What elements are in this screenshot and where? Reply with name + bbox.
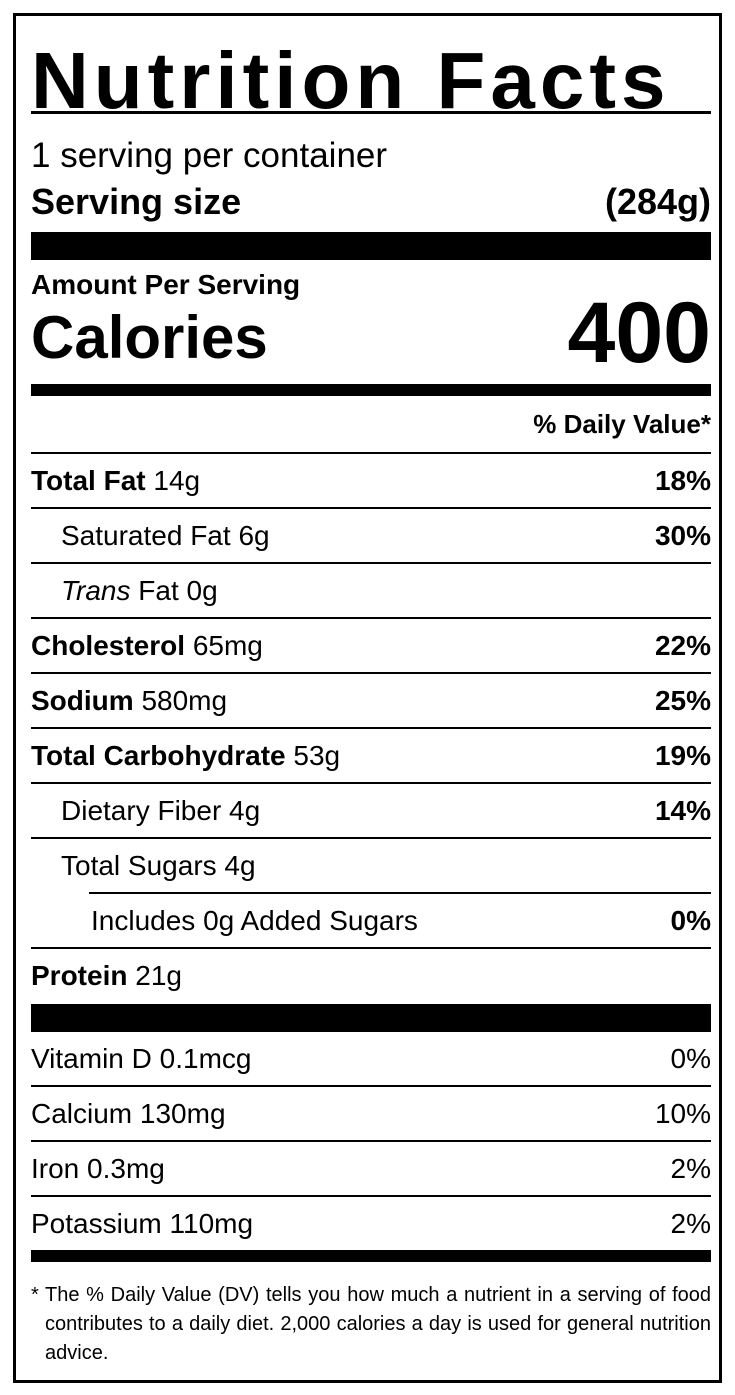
nutrient-name-suffix: Fat [138, 575, 179, 606]
nutrient-row-saturated-fat: Saturated Fat 6g 30% [31, 509, 711, 564]
daily-value-header: % Daily Value* [533, 409, 711, 439]
nutrient-name: Dietary Fiber [61, 795, 222, 826]
vitamin-name: Calcium 130mg [31, 1098, 226, 1129]
divider [31, 452, 711, 454]
nutrient-amount: 4g [229, 795, 261, 826]
nutrient-row-total-fat: Total Fat 14g 18% [31, 454, 711, 509]
nutrient-amount: 53g [293, 740, 341, 771]
vitamin-row: Potassium 110mg 2% [31, 1197, 711, 1250]
vitamin-row: Vitamin D 0.1mcg 0% [31, 1032, 711, 1087]
footnote: * The % Daily Value (DV) tells you how m… [31, 1281, 711, 1368]
nutrient-amount: 4g [224, 850, 256, 881]
nutrient-name: Trans [61, 575, 131, 606]
nutrient-dv: 14% [654, 795, 711, 826]
thick-divider [31, 1004, 711, 1032]
nutrient-amount: 0g [186, 575, 218, 606]
nutrient-row-protein: Protein 21g [31, 949, 711, 1002]
vitamin-dv: 2% [670, 1208, 711, 1239]
nutrient-name: Includes 0g Added Sugars [91, 905, 418, 936]
nutrient-amount: 65mg [192, 630, 263, 661]
vitamin-name: Iron 0.3mg [31, 1153, 165, 1184]
nutrient-name: Cholesterol [31, 630, 186, 661]
vitamin-name: Vitamin D 0.1mcg [31, 1043, 252, 1074]
nutrient-amount: 14g [153, 465, 201, 496]
vitamin-row: Calcium 130mg 10% [31, 1087, 711, 1142]
nutrient-dv: 22% [654, 630, 711, 661]
label-title: Nutrition Facts [31, 36, 671, 125]
thick-divider [31, 232, 711, 260]
amount-per-serving: Amount Per Serving [31, 269, 301, 300]
vitamin-dv: 10% [654, 1098, 711, 1129]
serving-size-value: (284g) [604, 181, 711, 222]
vitamin-dv: 0% [670, 1043, 711, 1074]
nutrient-row-cholesterol: Cholesterol 65mg 22% [31, 619, 711, 674]
nutrient-row-trans-fat: Trans Fat 0g [31, 564, 711, 619]
nutrient-dv: 0% [670, 905, 711, 936]
medium-divider [31, 384, 711, 396]
nutrient-dv: 19% [654, 740, 711, 771]
nutrient-row-dietary-fiber: Dietary Fiber 4g 14% [31, 784, 711, 839]
calories-value: 400 [567, 285, 712, 381]
nutrient-row-added-sugars: Includes 0g Added Sugars 0% [31, 894, 711, 949]
medium-divider [31, 1250, 711, 1262]
nutrient-name: Protein [31, 960, 128, 991]
nutrient-name: Total Fat [31, 465, 146, 496]
nutrient-name: Sodium [31, 685, 134, 716]
footnote-text: The % Daily Value (DV) tells you how muc… [45, 1284, 711, 1364]
nutrient-row-total-sugars: Total Sugars 4g [61, 839, 711, 894]
nutrient-row-total-carbohydrate: Total Carbohydrate 53g 19% [31, 729, 711, 784]
divider [31, 111, 711, 114]
calories-label: Calories [31, 304, 268, 371]
vitamin-row: Iron 0.3mg 2% [31, 1142, 711, 1197]
vitamin-name: Potassium 110mg [31, 1208, 254, 1239]
nutrient-name: Total Carbohydrate [31, 740, 286, 771]
nutrient-dv: 18% [654, 465, 711, 496]
nutrient-amount: 580mg [141, 685, 228, 716]
nutrition-facts-label: Nutrition Facts 1 serving per container … [13, 13, 722, 1383]
servings-per-container: 1 serving per container [31, 136, 388, 175]
vitamin-dv: 2% [670, 1153, 711, 1184]
nutrient-amount: 6g [238, 520, 270, 551]
nutrient-dv: 30% [654, 520, 711, 551]
nutrient-name: Total Sugars [61, 850, 217, 881]
footnote-marker: * [31, 1284, 39, 1306]
nutrient-amount: 21g [135, 960, 182, 991]
nutrient-name: Saturated Fat [61, 520, 231, 551]
nutrient-dv: 25% [654, 685, 711, 716]
serving-size-label: Serving size [31, 181, 242, 222]
nutrient-row-sodium: Sodium 580mg 25% [31, 674, 711, 729]
